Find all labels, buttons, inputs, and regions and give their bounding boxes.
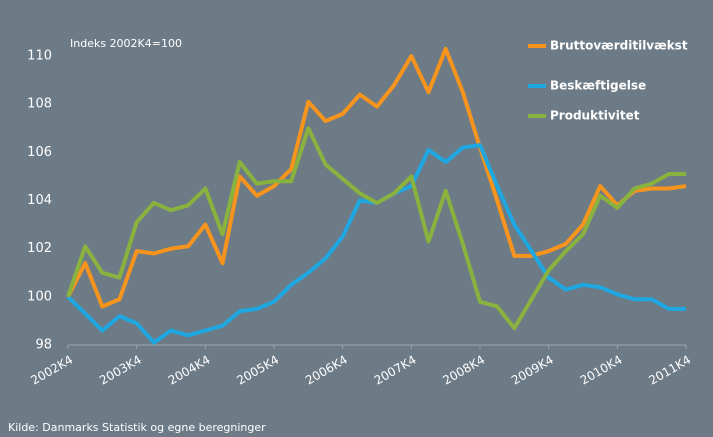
source: Kilde: Danmarks Statistik og egne beregn… [8,421,266,434]
series-line [66,126,686,331]
legend-label: Bruttoværditilvækst [550,39,688,53]
y-tick-label: 106 [27,145,52,160]
series-line [66,46,687,309]
y-tick-label: 110 [27,49,52,64]
annotation: Indeks 2002K4=100 [70,37,182,50]
legend-label: Beskæftigelse [550,79,646,93]
legend-label: Produktivitet [550,109,640,123]
y-tick-label: 108 [27,97,52,112]
y-tick-label: 104 [27,193,52,208]
y-tick-label: 98 [35,338,52,353]
y-tick-label: 100 [27,289,52,304]
y-tick-label: 102 [27,241,52,256]
